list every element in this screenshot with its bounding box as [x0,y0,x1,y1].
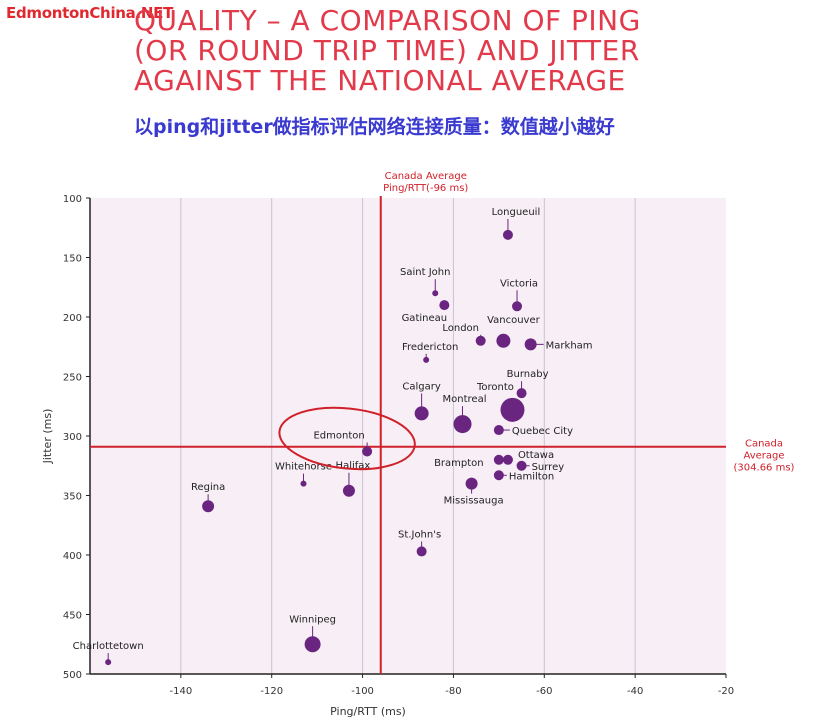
y-tick-label: 350 [63,492,82,503]
point-label-saint-john: Saint John [400,267,450,278]
point-vancouver [496,333,511,348]
point-gatineau [439,300,450,311]
point-label-charlottetown: Charlottetown [73,641,144,652]
edmonton-highlight-circle [278,406,416,471]
point-label-fredericton: Fredericton [402,342,458,353]
point-fredericton [423,356,430,363]
y-tick-label: 150 [63,254,82,265]
point-label-halifax: Halifax [336,461,371,472]
point-whitehorse [300,480,307,487]
point-label-gatineau: Gatineau [402,313,448,324]
point-charlottetown [105,659,112,666]
point-label-vancouver: Vancouver [487,315,541,326]
point-label-ottawa: Ottawa [518,450,554,461]
point-label-longueuil: Longueuil [492,207,541,218]
point-burnaby [516,388,527,399]
canada-average-jitter-label: Canada [745,439,783,450]
point-label-calgary: Calgary [402,381,440,392]
point-label-whitehorse: Whitehorse [275,462,332,473]
x-tick-label: -40 [627,686,643,697]
point-label-hamilton: Hamilton [509,471,554,482]
chart-subtitle: 以ping和jitter做指标评估网络连接质量：数值越小越好 [134,116,615,138]
y-tick-label: 450 [63,611,82,622]
point-mississauga [465,477,478,490]
point-quebec-city [493,425,504,436]
canada-average-ping-label: Ping/RTT(-96 ms) [383,183,468,194]
point-label-edmonton: Edmonton [313,430,364,441]
point-longueuil [502,229,513,240]
point-markham [524,338,537,351]
title-line-1: QUALITY – A COMPARISON OF PING [134,4,641,37]
point-toronto [500,397,525,422]
point-label-victoria: Victoria [500,278,538,289]
point-label-brampton: Brampton [434,458,484,469]
x-tick-label: -80 [445,686,461,697]
title-line-2: (OR ROUND TRIP TIME) AND JITTER [134,34,640,67]
canada-average-jitter-label: Average [743,451,784,462]
point-st-john-s [416,546,427,557]
x-tick-label: -20 [718,686,734,697]
point-edmonton [362,446,373,457]
title-line-3: AGAINST THE NATIONAL AVERAGE [134,64,626,97]
x-tick-label: -140 [170,686,193,697]
point-label-london: London [442,323,479,334]
y-axis-title: Jitter (ms) [41,409,54,465]
point-label-toronto: Toronto [476,382,514,393]
point-victoria [512,301,523,312]
point-halifax [342,484,355,497]
point-winnipeg [304,636,321,653]
y-tick-label: 400 [63,551,82,562]
x-tick-label: -100 [351,686,374,697]
canada-average-ping-label: Canada Average [385,171,467,182]
plot-area [90,198,726,674]
x-tick-label: -60 [536,686,552,697]
point-hamilton [493,470,504,481]
point-label-montreal: Montreal [443,394,487,405]
point-brampton [493,454,504,465]
point-label-mississauga: Mississauga [444,496,504,507]
point-saint-john [432,290,439,297]
point-montreal [453,415,472,434]
y-tick-label: 250 [63,373,82,384]
chart-title: QUALITY – A COMPARISON OF PING (OR ROUND… [134,6,734,96]
point-label-st-john-s: St.John's [398,529,441,540]
x-tick-label: -120 [260,686,283,697]
point-regina [202,500,215,513]
y-tick-label: 100 [63,194,82,205]
canada-average-jitter-label: (304.66 ms) [734,463,795,474]
point-label-markham: Markham [546,340,593,351]
y-tick-label: 300 [63,432,82,443]
point-surrey [516,460,527,471]
watermark: EdmontonChina.NET [6,4,174,22]
point-label-regina: Regina [191,482,225,493]
point-label-quebec-city: Quebec City [512,426,573,437]
point-london [475,335,486,346]
point-label-burnaby: Burnaby [507,369,549,380]
point-label-winnipeg: Winnipeg [289,614,336,625]
point-calgary [414,406,429,421]
point-label-surrey: Surrey [532,462,565,473]
y-tick-label: 500 [63,670,82,681]
y-tick-label: 200 [63,313,82,324]
point-ottawa [502,454,513,465]
x-axis-title: Ping/RTT (ms) [330,705,406,718]
